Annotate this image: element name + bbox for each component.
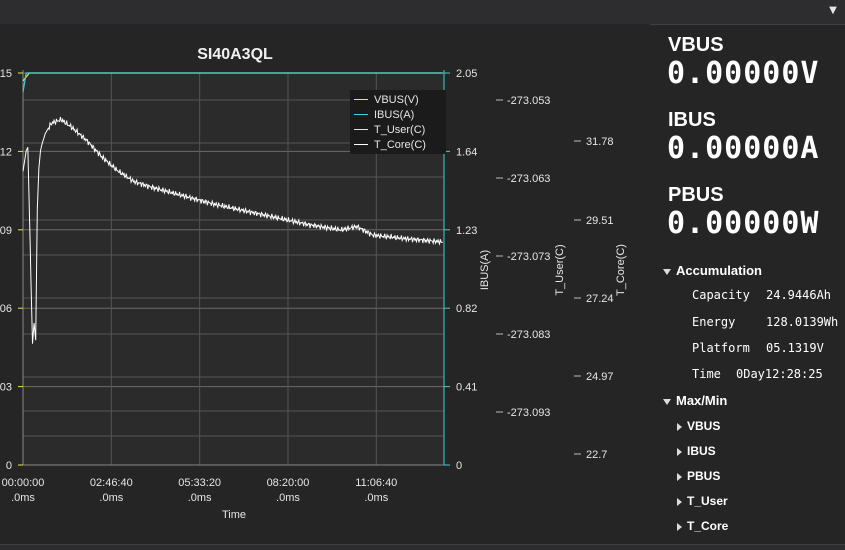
acc-value-time: 0Day12:28:25: [736, 367, 823, 381]
acc-value-energy: 128.0139Wh: [766, 315, 839, 329]
acc-label-energy: Energy: [692, 315, 736, 329]
metric-value-pbus: 0.00000W: [667, 206, 820, 241]
expand-arrow-icon: [677, 447, 682, 456]
y-tick-label-ibus: 0.82: [456, 303, 477, 315]
x-tick-label: 08:20:00: [267, 477, 310, 489]
y-tick-label-ibus: 0: [456, 460, 462, 472]
collapse-arrow-icon: [663, 398, 671, 405]
chart-legend: VBUS(V) IBUS(A) T_User(C) T_Core(C): [350, 90, 446, 154]
y-tick-label-tuser: -273.093: [507, 407, 550, 419]
axis-label-tuser: T_User(C): [554, 244, 566, 295]
y-tick-label-tuser: -273.063: [507, 173, 550, 185]
legend-swatch-tcore: [354, 144, 368, 145]
legend-label-tcore: T_Core(C): [374, 138, 426, 151]
y-tick-label-tcore: 24.97: [586, 371, 614, 383]
y-tick-label-vbus: 15: [0, 68, 12, 80]
y-tick-label-tuser: -273.073: [507, 251, 550, 263]
y-tick-label-tcore: 22.7: [586, 449, 607, 461]
bottom-status-strip: [0, 544, 845, 550]
series-line-ibus: [22, 72, 443, 93]
maxmin-title: Max/Min: [676, 393, 728, 408]
y-tick-label-tcore: 29.51: [586, 215, 614, 227]
maxmin-item-tuser[interactable]: T_User: [677, 494, 728, 508]
acc-value-platform: 05.1319V: [766, 341, 824, 355]
grid-layer: [22, 72, 444, 466]
y-tick-label-tuser: -273.083: [507, 329, 550, 341]
metric-value-ibus: 0.00000A: [667, 131, 820, 166]
y-tick-label-ibus: 1.64: [456, 146, 477, 158]
x-tick-label: 11:06:40: [355, 477, 397, 489]
acc-label-time: Time: [692, 367, 721, 381]
y-tick-label-vbus: 0: [6, 460, 12, 472]
maxmin-item-label: IBUS: [687, 444, 716, 458]
maxmin-item-label: PBUS: [687, 469, 721, 483]
axis-label-ibus: IBUS(A): [479, 250, 491, 290]
label-layer: 15 12 09 06 03 0 2.05 1.64 1.23 0.82 0.41 0 IBUS(A) -…: [0, 68, 627, 521]
x-tick-label: .0ms: [11, 492, 35, 504]
accumulation-title: Accumulation: [676, 263, 762, 278]
maxmin-item-vbus[interactable]: VBUS: [677, 419, 720, 433]
legend-label-ibus: IBUS(A): [374, 108, 415, 121]
y-tick-label-vbus: 06: [0, 303, 12, 315]
y-tick-label-tuser: -273.053: [507, 95, 550, 107]
x-tick-label: 02:46:40: [90, 477, 133, 489]
y-tick-label-vbus: 09: [0, 225, 12, 237]
y-tick-label-ibus: 2.05: [456, 68, 477, 80]
maxmin-item-tcore[interactable]: T_Core: [677, 519, 728, 533]
x-tick-label: 05:33:20: [178, 477, 221, 489]
chart-title: SI40A3QL: [197, 46, 273, 63]
readout-panel: VBUS 0.00000V IBUS 0.00000A PBUS 0.00000…: [655, 24, 845, 544]
expand-arrow-icon: [677, 522, 682, 531]
metric-name-ibus: IBUS: [668, 109, 716, 131]
legend-label-vbus: VBUS(V): [374, 93, 419, 106]
axis-label-tcore: T_Core(C): [615, 244, 627, 296]
expand-arrow-icon: [677, 497, 682, 506]
y-tick-label-ibus: 1.23: [456, 225, 477, 237]
acc-value-capacity: 24.9446Ah: [766, 288, 832, 302]
legend-item: IBUS(A): [354, 107, 442, 122]
legend-swatch-ibus: [354, 114, 368, 115]
x-tick-label: .0ms: [276, 492, 300, 504]
x-tick-label: .0ms: [99, 492, 123, 504]
legend-item: VBUS(V): [354, 92, 442, 107]
dropdown-menu-icon[interactable]: ▼: [829, 5, 837, 16]
legend-item: T_User(C): [354, 122, 442, 137]
accumulation-row: Energy 128.0139Wh: [692, 315, 838, 329]
legend-label-tuser: T_User(C): [374, 123, 426, 136]
expand-arrow-icon: [677, 422, 682, 431]
y-tick-label-tcore: 31.78: [586, 136, 614, 148]
accumulation-row: Capacity 24.9446Ah: [692, 288, 831, 302]
maxmin-item-label: T_Core: [687, 519, 729, 533]
accumulation-header[interactable]: Accumulation: [663, 263, 762, 278]
maxmin-item-label: T_User: [687, 494, 728, 508]
maxmin-item-pbus[interactable]: PBUS: [677, 469, 720, 483]
legend-swatch-tuser: [354, 129, 368, 130]
y-tick-label-vbus: 12: [0, 146, 12, 158]
acc-label-platform: Platform: [692, 341, 750, 355]
maxmin-header[interactable]: Max/Min: [663, 393, 727, 408]
y-tick-label-ibus: 0.41: [456, 382, 477, 394]
metric-name-pbus: PBUS: [668, 184, 724, 206]
expand-arrow-icon: [677, 472, 682, 481]
y-tick-label-vbus: 03: [0, 382, 12, 394]
x-tick-label: .0ms: [364, 492, 388, 504]
metric-name-vbus: VBUS: [668, 34, 724, 56]
y-tick-label-tcore: 27.24: [586, 293, 614, 305]
x-tick-label: .0ms: [188, 492, 212, 504]
legend-item: T_Core(C): [354, 137, 442, 152]
collapse-arrow-icon: [663, 268, 671, 275]
x-axis-label: Time: [222, 509, 246, 521]
series-line-tcore: [22, 116, 443, 344]
maxmin-item-ibus[interactable]: IBUS: [677, 444, 716, 458]
accumulation-row: Time 0Day12:28:25: [692, 367, 823, 381]
accumulation-row: Platform 05.1319V: [692, 341, 824, 355]
acc-label-capacity: Capacity: [692, 288, 750, 302]
maxmin-item-label: VBUS: [687, 419, 721, 433]
metric-value-vbus: 0.00000V: [667, 56, 820, 91]
series-layer: [22, 72, 443, 344]
legend-swatch-vbus: [354, 99, 368, 100]
x-tick-label: 00:00:00: [2, 477, 45, 489]
chart-svg: 15 12 09 06 03 0 2.05 1.64 1.23 0.82 0.41 0 IBUS(A) -…: [0, 68, 627, 521]
